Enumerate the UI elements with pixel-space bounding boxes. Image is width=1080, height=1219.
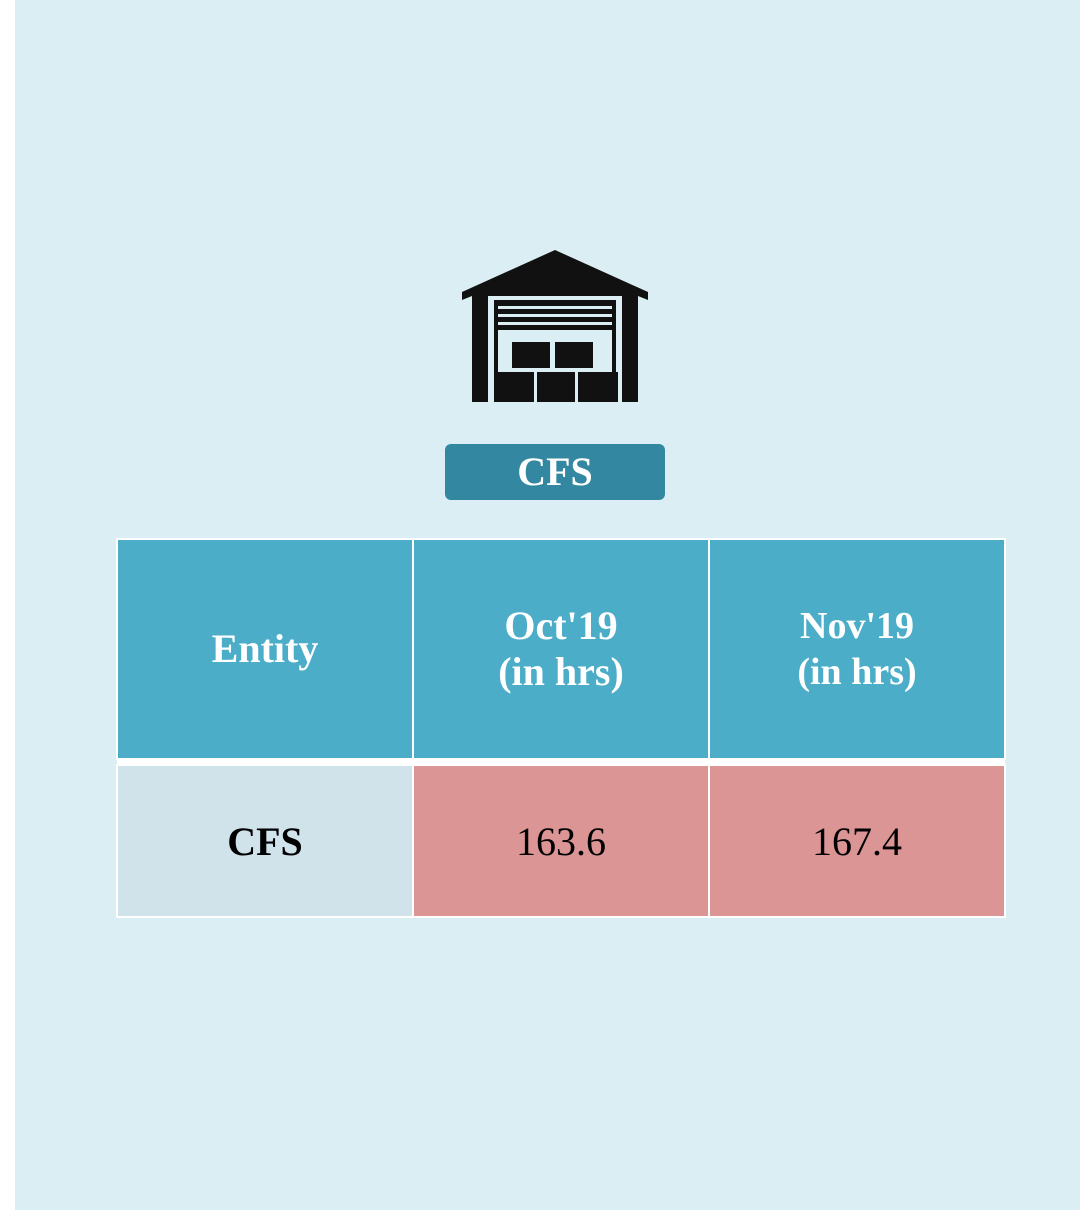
value-cell: 167.4: [708, 764, 1006, 918]
header-row: Entity Oct'19 (in hrs) Nov'19 (in hrs): [116, 538, 1006, 760]
badge: CFS: [445, 444, 665, 500]
data-row: CFS 163.6 167.4: [116, 764, 1006, 918]
warehouse-icon: [462, 250, 648, 402]
data-table: Entity Oct'19 (in hrs) Nov'19 (in hrs) C…: [116, 538, 1006, 918]
header-cell: Nov'19 (in hrs): [708, 538, 1006, 760]
header-cell: Entity: [116, 538, 414, 760]
entity-cell: CFS: [116, 764, 414, 918]
value-cell: 163.6: [412, 764, 710, 918]
header-cell: Oct'19 (in hrs): [412, 538, 710, 760]
